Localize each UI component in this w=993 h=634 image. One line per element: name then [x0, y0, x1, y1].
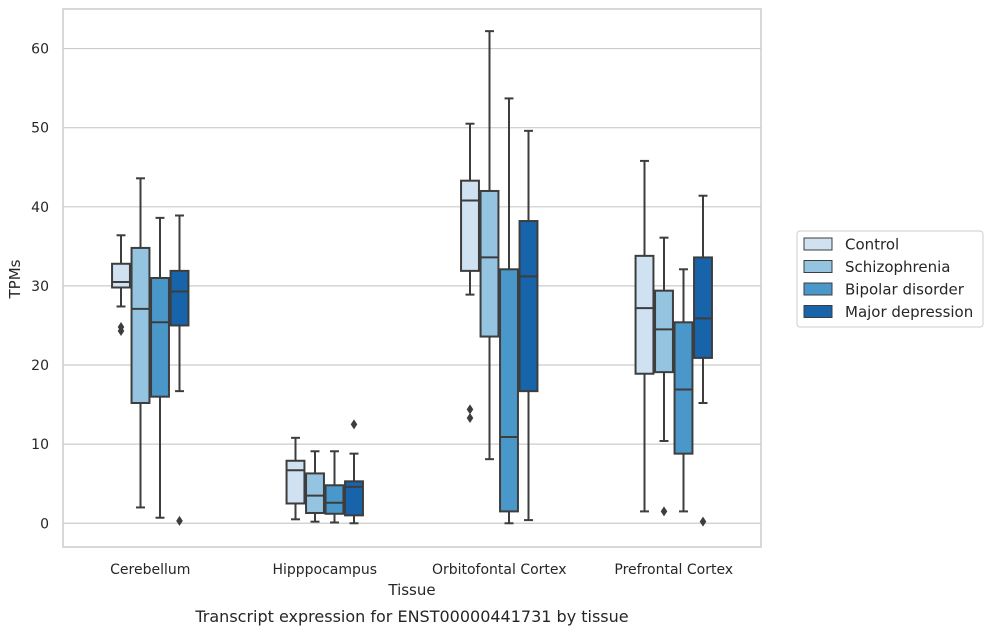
outlier-marker	[176, 515, 183, 526]
chart-caption: Transcript expression for ENST0000044173…	[194, 607, 628, 626]
legend-label: Major depression	[845, 303, 973, 321]
legend-swatch	[803, 305, 833, 318]
legend-label: Schizophrenia	[845, 258, 950, 276]
x-tick-label-prefrontal-cortex: Prefrontal Cortex	[614, 562, 733, 578]
y-tick-label: 30	[31, 279, 49, 295]
box-body	[130, 246, 151, 405]
legend-swatch	[803, 282, 833, 296]
y-tick-labels: 0 10 20 30 40 50 60	[31, 42, 49, 533]
y-tick-label: 20	[31, 358, 49, 374]
x-tick-labels: Cerebellum Hipppocampus Orbitofontal Corte…	[110, 562, 733, 578]
outlier-marker	[660, 506, 668, 517]
box-schizophrenia-cerebellum	[130, 177, 151, 509]
box-body	[324, 484, 345, 515]
outlier-marker	[699, 516, 707, 527]
box-body	[111, 262, 131, 289]
box-schizophrenia-prefrontal-cortex	[654, 236, 674, 517]
legend-item-control: Control	[803, 236, 899, 254]
outlier-marker	[350, 419, 358, 430]
box-bipolar-disorder-hipppocampus	[324, 450, 345, 524]
box-major-depression-hipppocampus	[344, 419, 364, 525]
legend-label: Bipolar disorder	[845, 281, 965, 299]
legend-label: Control	[845, 236, 899, 254]
box-schizophrenia-orbitofontal-cortex	[479, 30, 500, 461]
legend-item-schizophrenia: Schizophrenia	[803, 258, 950, 276]
x-tick-label-orbitofontal-cortex: Orbitofontal Cortex	[432, 562, 567, 578]
box-bipolar-disorder-prefrontal-cortex	[673, 268, 694, 513]
box-bipolar-disorder-cerebellum	[150, 216, 170, 519]
outlier-marker	[117, 322, 125, 333]
legend-item-bipolar-disorder: Bipolar disorder	[803, 281, 965, 299]
legend-swatch	[803, 237, 833, 251]
box-body	[169, 269, 190, 327]
outlier-marker	[466, 404, 474, 415]
x-axis-label: Tissue	[387, 581, 435, 599]
box-major-depression-cerebellum	[169, 214, 190, 526]
legend-swatch	[803, 260, 833, 273]
box-body	[693, 256, 713, 359]
y-tick-label: 40	[31, 200, 49, 216]
box-body	[305, 472, 325, 514]
box-groups	[111, 30, 713, 527]
box-body	[673, 321, 694, 455]
box-body	[499, 268, 519, 513]
box-major-depression-orbitofontal-cortex	[518, 129, 539, 522]
x-tick-label-hipppocampus: Hipppocampus	[272, 562, 377, 578]
box-body	[654, 289, 674, 374]
plot-frame	[62, 8, 762, 548]
legend-item-major-depression: Major depression	[803, 303, 973, 321]
box-control-prefrontal-cortex	[634, 159, 655, 513]
box-bipolar-disorder-orbitofontal-cortex	[499, 97, 519, 525]
box-body	[344, 480, 364, 517]
legend: Control Schizophrenia Bipolar disorder Majo…	[796, 230, 984, 328]
x-tick-label-cerebellum: Cerebellum	[110, 562, 190, 578]
box-major-depression-prefrontal-cortex	[693, 194, 713, 527]
y-axis-label: TPMs	[6, 259, 24, 299]
y-tick-label: 50	[31, 121, 49, 137]
y-tick-label: 10	[31, 437, 49, 453]
box-body	[518, 220, 539, 393]
y-tick-label: 0	[40, 516, 49, 532]
legend-frame	[796, 230, 984, 328]
box-body	[634, 254, 655, 375]
outlier-marker	[466, 413, 474, 424]
box-body	[460, 179, 480, 272]
box-body	[479, 189, 500, 338]
box-control-orbitofontal-cortex	[460, 122, 480, 424]
box-control-cerebellum	[111, 234, 131, 337]
box-schizophrenia-hipppocampus	[305, 450, 325, 523]
y-tick-label: 60	[31, 42, 49, 58]
box-body	[285, 459, 306, 505]
box-control-hipppocampus	[285, 436, 306, 521]
box-body	[150, 277, 170, 398]
